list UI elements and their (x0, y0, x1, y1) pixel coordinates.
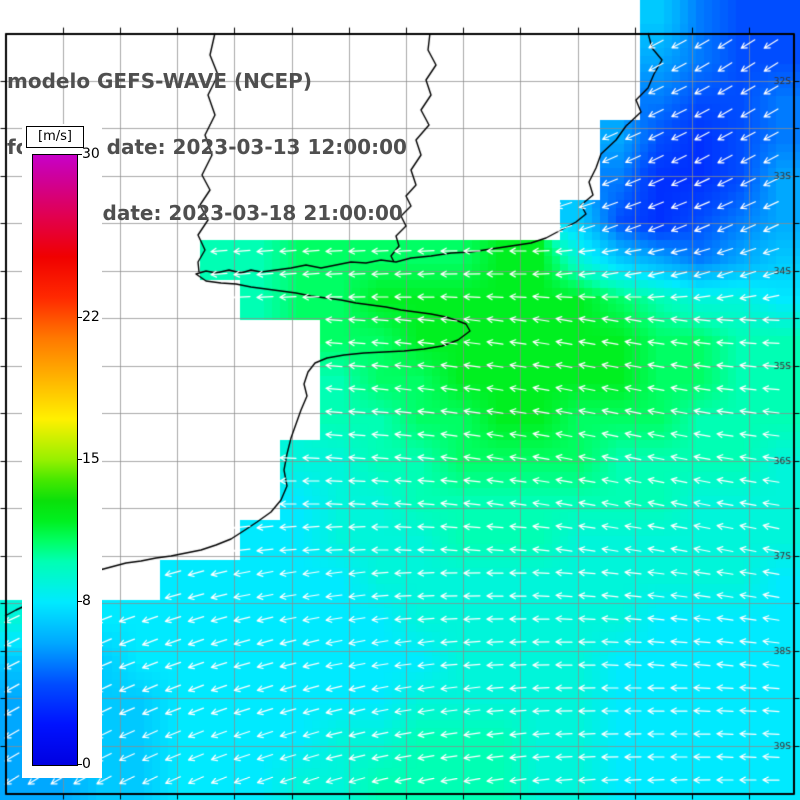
colorbar-tick-label: 8 (82, 593, 91, 610)
map-title-block: modelo GEFS-WAVE (NCEP) forecast date: 2… (7, 26, 407, 268)
model-title: modelo GEFS-WAVE (NCEP) (7, 69, 312, 93)
colorbar-tick-mark (77, 601, 82, 603)
colorbar-gradient (32, 154, 78, 766)
colorbar-tick-mark (77, 154, 82, 155)
colorbar-tick-mark (77, 316, 82, 318)
colorbar-tick-label: 22 (82, 308, 100, 325)
colorbar-unit-label: [m/s] (26, 126, 84, 148)
colorbar-tick-label: 15 (82, 451, 100, 467)
colorbar-tick-mark (77, 764, 82, 765)
colorbar-tick-label: 0 (82, 756, 91, 772)
colorbar-tick-label: 30 (82, 146, 100, 162)
colorbar-tick-mark (77, 459, 82, 460)
colorbar: [m/s] 30 22 15 8 0 (22, 124, 102, 778)
